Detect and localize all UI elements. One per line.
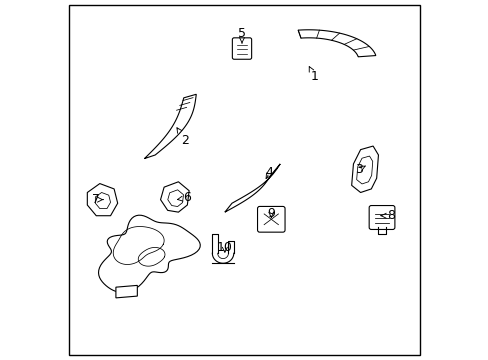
- Text: 1: 1: [308, 67, 318, 83]
- FancyBboxPatch shape: [257, 206, 285, 232]
- FancyBboxPatch shape: [368, 206, 394, 229]
- Polygon shape: [298, 30, 375, 57]
- Text: 10: 10: [217, 241, 232, 255]
- Text: 8: 8: [380, 209, 394, 222]
- Text: 5: 5: [238, 27, 245, 43]
- Text: 2: 2: [177, 128, 189, 147]
- Polygon shape: [351, 146, 378, 193]
- Text: 4: 4: [265, 166, 273, 179]
- Polygon shape: [116, 285, 137, 298]
- Polygon shape: [98, 215, 200, 293]
- Polygon shape: [87, 184, 118, 216]
- Polygon shape: [144, 94, 196, 158]
- FancyBboxPatch shape: [232, 38, 251, 59]
- Text: 9: 9: [267, 207, 275, 220]
- Polygon shape: [224, 164, 280, 212]
- Text: 6: 6: [177, 192, 191, 204]
- Text: 7: 7: [92, 193, 103, 206]
- Text: 3: 3: [354, 163, 365, 176]
- Polygon shape: [160, 182, 189, 212]
